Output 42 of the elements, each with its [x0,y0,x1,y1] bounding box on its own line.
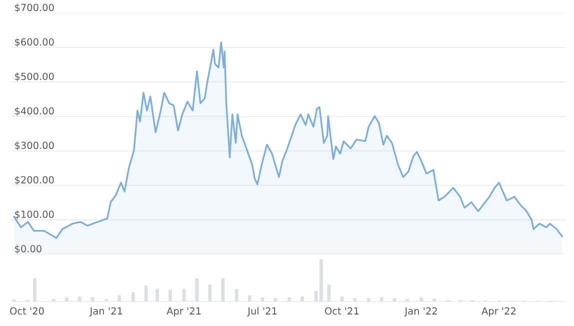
bar [182,288,186,302]
x-tick-label: Oct '21 [325,307,358,315]
bar [300,296,304,302]
y-tick-label: $0.00 [15,244,42,254]
bar [380,297,384,302]
y-tick-label: $100.00 [15,210,54,220]
y-tick-label: $600.00 [15,38,54,47]
bar [288,297,292,302]
x-tick-label: Jan '21 [89,307,122,316]
x-tick-label: Apr '22 [482,307,516,317]
bar [221,278,225,302]
bar [131,292,135,302]
x-tick-label: Oct '20 [10,307,44,315]
bar [64,297,68,302]
bar [260,297,264,302]
bar [118,295,122,302]
bar [12,299,16,302]
bar [392,298,396,302]
bar [78,296,82,302]
x-tick-label: Apr '21 [166,307,201,317]
y-tick-label: $500.00 [15,72,54,82]
bar [144,285,148,302]
y-tick-label: $400.00 [15,107,54,116]
bar [353,298,357,302]
bar [168,290,172,302]
bar [208,284,212,302]
x-tick-label: Jul '21 [247,307,277,316]
bar [156,288,160,302]
x-tick-label: Jan '22 [404,307,437,316]
bar [90,297,94,302]
bar [248,295,252,302]
bar [420,297,424,302]
bar [234,288,238,302]
bar [366,298,370,302]
bar [340,296,344,302]
y-tick-label: $700.00 [15,4,54,12]
bar [432,298,436,302]
bar [104,299,108,302]
y-tick-label: $200.00 [15,176,54,185]
y-tick-label: $300.00 [15,141,54,150]
bar [52,299,56,302]
bar [33,278,36,302]
